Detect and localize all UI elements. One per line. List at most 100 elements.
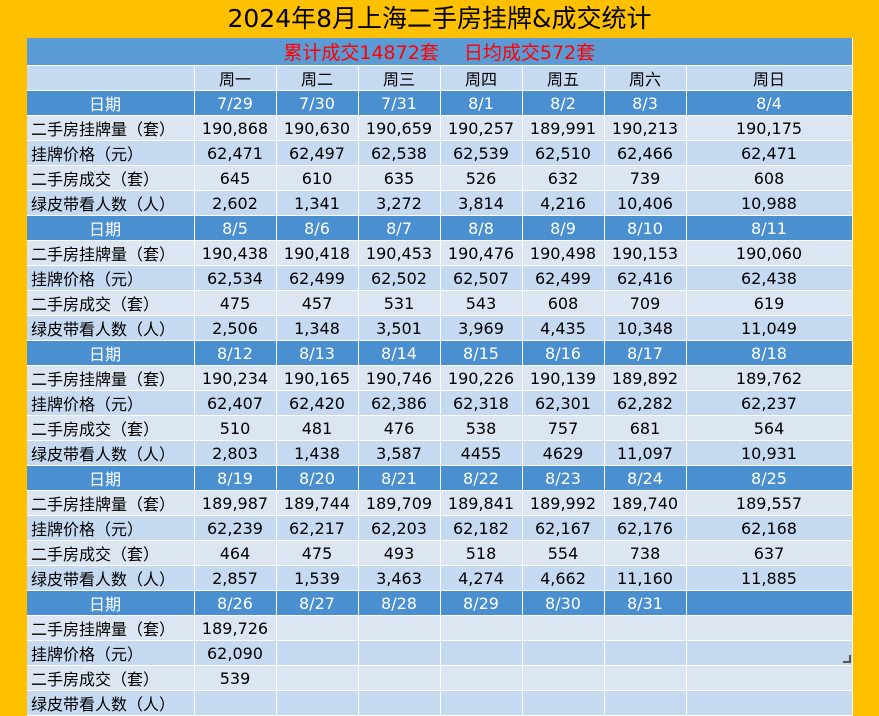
metric-label-cell[interactable]: 绿皮带看人数（人） xyxy=(27,190,195,216)
value-cell[interactable]: 2,602 xyxy=(194,190,277,216)
value-cell[interactable] xyxy=(276,690,359,716)
value-cell[interactable]: 538 xyxy=(440,415,523,441)
metric-label-cell[interactable]: 二手房挂牌量（套） xyxy=(27,240,195,266)
date-cell[interactable]: 8/15 xyxy=(440,340,523,366)
value-cell[interactable] xyxy=(522,640,605,666)
value-cell[interactable]: 190,418 xyxy=(276,240,359,266)
date-cell[interactable]: 7/29 xyxy=(194,90,277,116)
weekday-header-cell[interactable]: 周一 xyxy=(194,65,277,91)
value-cell[interactable]: 190,153 xyxy=(604,240,687,266)
metric-label-cell[interactable]: 二手房成交（套） xyxy=(27,415,195,441)
value-cell[interactable]: 62,538 xyxy=(358,140,441,166)
date-cell[interactable]: 8/14 xyxy=(358,340,441,366)
value-cell[interactable] xyxy=(522,615,605,641)
value-cell[interactable]: 493 xyxy=(358,540,441,566)
value-cell[interactable]: 476 xyxy=(358,415,441,441)
weekday-header-cell[interactable]: 周四 xyxy=(440,65,523,91)
value-cell[interactable]: 62,471 xyxy=(686,140,853,166)
value-cell[interactable]: 189,709 xyxy=(358,490,441,516)
value-cell[interactable]: 3,463 xyxy=(358,565,441,591)
value-cell[interactable] xyxy=(522,690,605,716)
value-cell[interactable]: 11,160 xyxy=(604,565,687,591)
value-cell[interactable]: 62,239 xyxy=(194,515,277,541)
value-cell[interactable]: 190,498 xyxy=(522,240,605,266)
value-cell[interactable]: 2,803 xyxy=(194,440,277,466)
date-cell[interactable]: 8/12 xyxy=(194,340,277,366)
value-cell[interactable]: 554 xyxy=(522,540,605,566)
value-cell[interactable]: 62,534 xyxy=(194,265,277,291)
date-cell[interactable]: 8/5 xyxy=(194,215,277,241)
value-cell[interactable]: 457 xyxy=(276,290,359,316)
value-cell[interactable]: 62,167 xyxy=(522,515,605,541)
value-cell[interactable] xyxy=(686,615,853,641)
value-cell[interactable]: 10,988 xyxy=(686,190,853,216)
value-cell[interactable] xyxy=(276,640,359,666)
weekday-header-cell[interactable]: 周二 xyxy=(276,65,359,91)
value-cell[interactable]: 10,348 xyxy=(604,315,687,341)
value-cell[interactable]: 62,510 xyxy=(522,140,605,166)
value-cell[interactable]: 62,420 xyxy=(276,390,359,416)
value-cell[interactable]: 189,557 xyxy=(686,490,853,516)
value-cell[interactable] xyxy=(440,640,523,666)
value-cell[interactable]: 62,466 xyxy=(604,140,687,166)
value-cell[interactable]: 190,060 xyxy=(686,240,853,266)
value-cell[interactable]: 190,868 xyxy=(194,115,277,141)
value-cell[interactable]: 62,318 xyxy=(440,390,523,416)
metric-label-cell[interactable]: 挂牌价格（元） xyxy=(27,265,195,291)
value-cell[interactable]: 2,506 xyxy=(194,315,277,341)
weekday-header-cell[interactable]: 周五 xyxy=(522,65,605,91)
value-cell[interactable]: 62,237 xyxy=(686,390,853,416)
value-cell[interactable] xyxy=(358,690,441,716)
date-cell[interactable]: 8/11 xyxy=(686,215,853,241)
value-cell[interactable]: 190,746 xyxy=(358,365,441,391)
value-cell[interactable]: 11,049 xyxy=(686,315,853,341)
value-cell[interactable]: 10,931 xyxy=(686,440,853,466)
date-cell[interactable]: 8/16 xyxy=(522,340,605,366)
metric-label-cell[interactable]: 挂牌价格（元） xyxy=(27,140,195,166)
value-cell[interactable]: 632 xyxy=(522,165,605,191)
value-cell[interactable]: 610 xyxy=(276,165,359,191)
value-cell[interactable]: 62,217 xyxy=(276,515,359,541)
value-cell[interactable]: 681 xyxy=(604,415,687,441)
value-cell[interactable]: 539 xyxy=(194,665,277,691)
weekday-header-cell[interactable]: 周日 xyxy=(686,65,853,91)
weekday-header-cell[interactable]: 周六 xyxy=(604,65,687,91)
value-cell[interactable] xyxy=(522,665,605,691)
value-cell[interactable] xyxy=(276,665,359,691)
date-cell[interactable]: 8/13 xyxy=(276,340,359,366)
date-label-cell[interactable]: 日期 xyxy=(27,215,195,241)
date-cell[interactable]: 8/17 xyxy=(604,340,687,366)
metric-label-cell[interactable]: 挂牌价格（元） xyxy=(27,390,195,416)
date-cell[interactable]: 8/27 xyxy=(276,590,359,616)
date-cell[interactable]: 8/2 xyxy=(522,90,605,116)
metric-label-cell[interactable]: 挂牌价格（元） xyxy=(27,515,195,541)
date-cell[interactable]: 8/6 xyxy=(276,215,359,241)
value-cell[interactable]: 190,175 xyxy=(686,115,853,141)
value-cell[interactable]: 3,501 xyxy=(358,315,441,341)
value-cell[interactable]: 4,435 xyxy=(522,315,605,341)
value-cell[interactable]: 608 xyxy=(686,165,853,191)
date-cell[interactable]: 8/9 xyxy=(522,215,605,241)
value-cell[interactable]: 481 xyxy=(276,415,359,441)
value-cell[interactable]: 190,659 xyxy=(358,115,441,141)
value-cell[interactable]: 4,274 xyxy=(440,565,523,591)
date-cell[interactable]: 8/29 xyxy=(440,590,523,616)
metric-label-cell[interactable]: 绿皮带看人数（人） xyxy=(27,315,195,341)
date-cell[interactable]: 8/1 xyxy=(440,90,523,116)
value-cell[interactable]: 62,499 xyxy=(522,265,605,291)
value-cell[interactable]: 190,234 xyxy=(194,365,277,391)
value-cell[interactable]: 62,182 xyxy=(440,515,523,541)
metric-label-cell[interactable]: 绿皮带看人数（人） xyxy=(27,690,195,716)
value-cell[interactable] xyxy=(440,690,523,716)
value-cell[interactable]: 1,438 xyxy=(276,440,359,466)
value-cell[interactable]: 510 xyxy=(194,415,277,441)
value-cell[interactable] xyxy=(604,615,687,641)
value-cell[interactable]: 475 xyxy=(194,290,277,316)
value-cell[interactable]: 4,216 xyxy=(522,190,605,216)
value-cell[interactable]: 189,991 xyxy=(522,115,605,141)
value-cell[interactable]: 11,097 xyxy=(604,440,687,466)
value-cell[interactable]: 189,762 xyxy=(686,365,853,391)
metric-label-cell[interactable]: 二手房挂牌量（套） xyxy=(27,115,195,141)
date-cell[interactable]: 8/22 xyxy=(440,465,523,491)
date-label-cell[interactable]: 日期 xyxy=(27,90,195,116)
